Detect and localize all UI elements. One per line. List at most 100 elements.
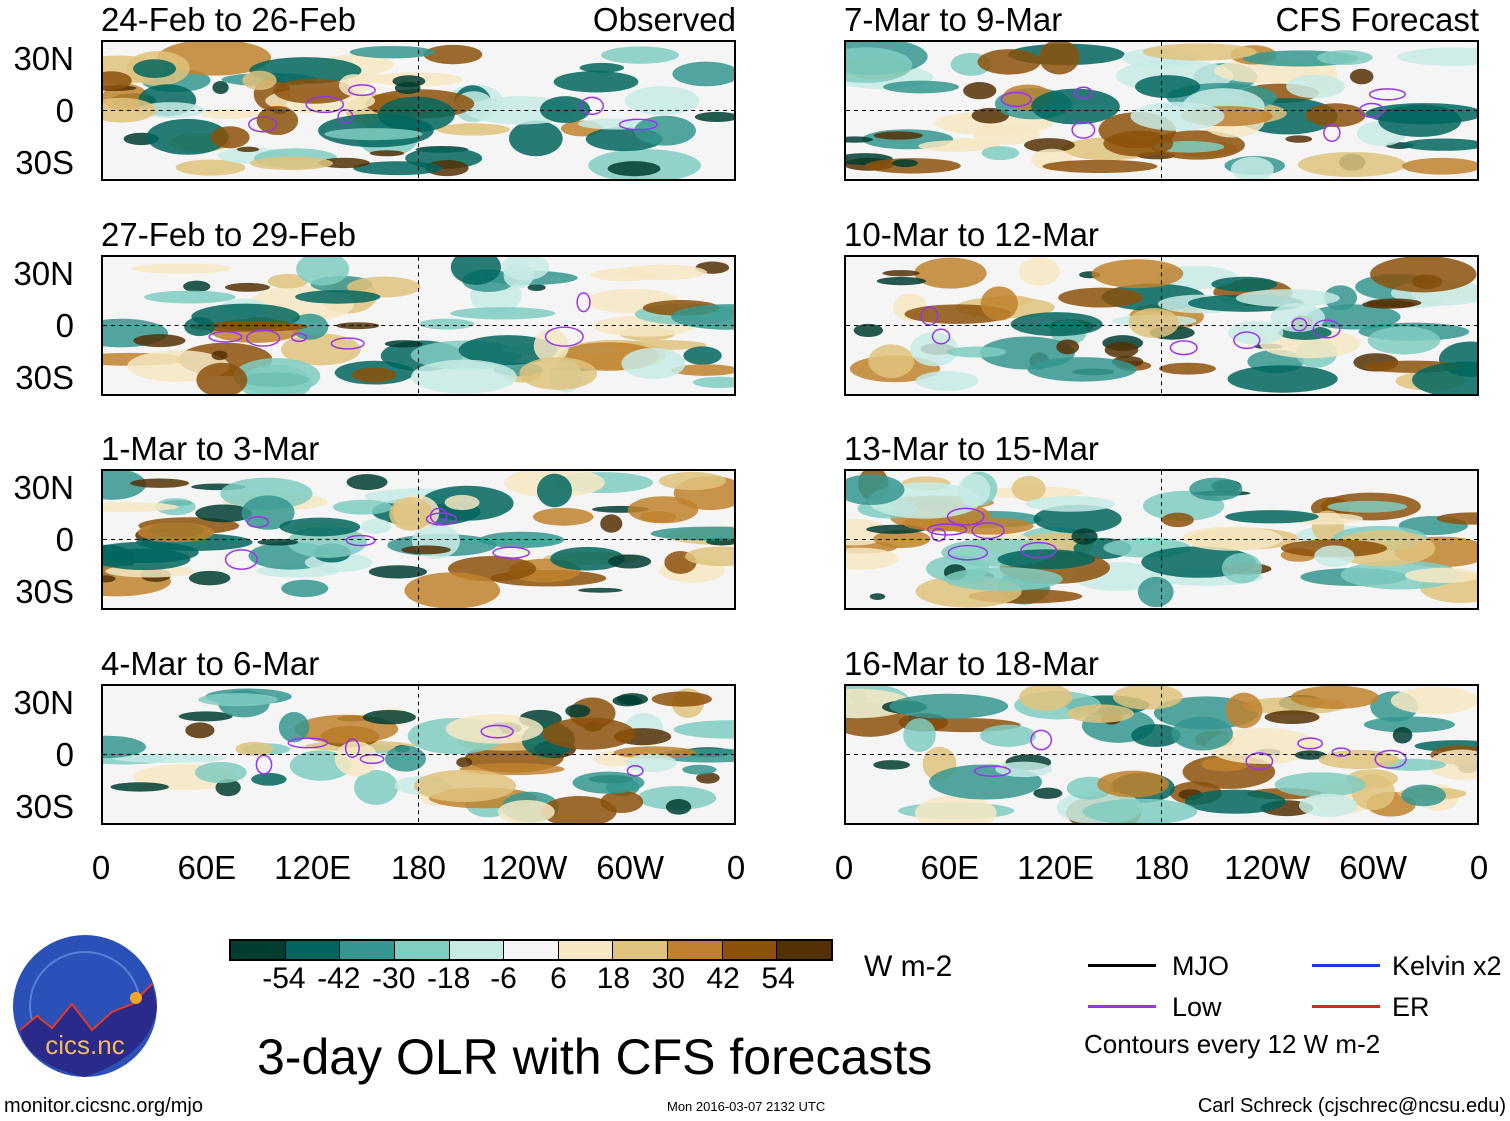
- olr-anomaly-blob: [1025, 496, 1115, 512]
- olr-anomaly-blob: [1428, 749, 1477, 780]
- olr-anomaly-blob: [425, 160, 469, 177]
- olr-anomaly-blob: [103, 71, 132, 90]
- lon-tick-label: 60W: [1339, 849, 1408, 886]
- olr-anomaly-blob: [625, 753, 677, 773]
- olr-anomaly-blob: [1401, 784, 1446, 807]
- olr-anomaly-blob: [334, 741, 378, 777]
- olr-anomaly-blob: [876, 276, 926, 286]
- colorbar-label: 54: [761, 962, 795, 995]
- olr-anomaly-blob: [650, 526, 734, 541]
- olr-anomaly-blob: [980, 724, 1036, 747]
- legend-label-low: Low: [1172, 992, 1222, 1022]
- olr-anomaly-blob: [873, 529, 931, 549]
- lon-tick-label: 0: [1469, 849, 1489, 886]
- lat-tick-label: 0: [55, 307, 74, 344]
- logo-text: cics.nc: [45, 1030, 124, 1060]
- lon-tick-label: 180: [390, 849, 447, 886]
- olr-anomaly-blob: [1290, 686, 1380, 710]
- low-contour: [245, 329, 281, 347]
- olr-anomaly-blob: [997, 549, 1095, 570]
- olr-anomaly-blob: [369, 150, 405, 157]
- olr-anomaly-blob: [579, 62, 625, 73]
- olr-anomaly-blob: [1131, 724, 1181, 747]
- footer-url[interactable]: monitor.cicsnc.org/mjo: [4, 1095, 203, 1117]
- colorbar-swatch: [231, 941, 286, 959]
- olr-anomaly-blob: [413, 769, 517, 802]
- olr-anomaly-blob: [1031, 88, 1120, 125]
- low-contour: [480, 724, 514, 739]
- lon-tick-label: 0: [834, 849, 854, 886]
- olr-anomaly-blob: [419, 318, 474, 330]
- olr-anomaly-blob: [1221, 552, 1262, 584]
- olr-anomaly-blob: [1370, 257, 1477, 293]
- olr-anomaly-blob: [1401, 138, 1477, 151]
- panel-title: 10-Mar to 12-Mar: [844, 216, 1099, 253]
- olr-anomaly-blob: [527, 283, 546, 292]
- low-contour: [1358, 102, 1385, 118]
- olr-anomaly-blob: [146, 118, 229, 155]
- olr-anomaly-blob: [296, 257, 350, 286]
- olr-anomaly-blob: [692, 376, 734, 389]
- cics-logo: cics.nc: [12, 934, 158, 1078]
- olr-anomaly-blob: [1056, 339, 1080, 355]
- olr-anomaly-blob: [914, 257, 987, 289]
- olr-anomaly-blob: [1378, 104, 1462, 138]
- olr-anomaly-blob: [918, 140, 994, 152]
- low-contour: [345, 534, 376, 547]
- panel-title: 27-Feb to 29-Feb: [101, 216, 356, 253]
- legend-line-kelvin: [1312, 964, 1380, 967]
- olr-anomaly-blob: [892, 159, 918, 167]
- olr-anomaly-blob: [267, 273, 309, 289]
- olr-anomaly-blob: [1327, 500, 1408, 513]
- olr-anomaly-blob: [103, 548, 191, 571]
- olr-anomaly-blob: [883, 80, 959, 94]
- olr-anomaly-blob: [1297, 152, 1406, 177]
- olr-anomaly-blob: [1397, 47, 1477, 66]
- olr-anomaly-blob: [694, 111, 734, 123]
- olr-anomaly-blob: [853, 323, 884, 338]
- low-contour: [926, 523, 968, 536]
- olr-anomaly-blob: [401, 545, 451, 555]
- low-contour: [576, 292, 591, 313]
- legend-line-mjo: [1088, 964, 1156, 967]
- low-contour: [330, 337, 365, 350]
- low-contour: [920, 306, 939, 326]
- olr-anomaly-blob: [624, 86, 700, 116]
- low-contour: [1169, 340, 1198, 356]
- olr-anomaly-blob: [1137, 576, 1174, 608]
- olr-anomaly-blob: [1412, 361, 1477, 394]
- olr-anomaly-blob: [1142, 43, 1257, 61]
- legend-line-er: [1312, 1005, 1380, 1008]
- olr-anomaly-blob: [1270, 303, 1325, 332]
- colorbar-swatch: [558, 941, 614, 959]
- olr-anomaly-blob: [110, 782, 169, 792]
- olr-anomaly-blob: [498, 799, 555, 823]
- olr-anomaly-blob: [1082, 798, 1198, 823]
- olr-anomaly-blob: [1135, 75, 1201, 99]
- panel-title: 1-Mar to 3-Mar: [101, 430, 320, 467]
- olr-anomaly-blob: [278, 712, 310, 743]
- olr-anomaly-blob: [103, 735, 147, 759]
- map-panel: [101, 40, 736, 181]
- olr-anomaly-blob: [673, 720, 734, 739]
- olr-anomaly-blob: [634, 115, 696, 146]
- olr-anomaly-blob: [553, 71, 639, 93]
- olr-anomaly-blob: [281, 579, 329, 598]
- colorbar-label: 30: [651, 962, 685, 995]
- low-contour: [1020, 541, 1058, 559]
- olr-anomaly-blob: [1227, 365, 1338, 393]
- olr-anomaly-blob: [665, 798, 692, 815]
- lat-tick-label: 0: [55, 736, 74, 773]
- olr-anomaly-blob: [533, 329, 569, 363]
- olr-anomaly-blob: [1362, 300, 1416, 309]
- colorbar-swatch: [394, 941, 450, 959]
- panel-title: 16-Mar to 18-Mar: [844, 645, 1099, 682]
- olr-anomaly-blob: [389, 497, 433, 531]
- legend-label-er: ER: [1392, 992, 1430, 1022]
- olr-anomaly-blob: [1314, 545, 1355, 567]
- colorbar-swatch: [504, 941, 559, 959]
- olr-anomaly-blob: [536, 473, 573, 508]
- olr-anomaly-blob: [436, 123, 510, 136]
- olr-anomaly-blob: [1097, 770, 1170, 798]
- olr-anomaly-blob: [1305, 103, 1366, 128]
